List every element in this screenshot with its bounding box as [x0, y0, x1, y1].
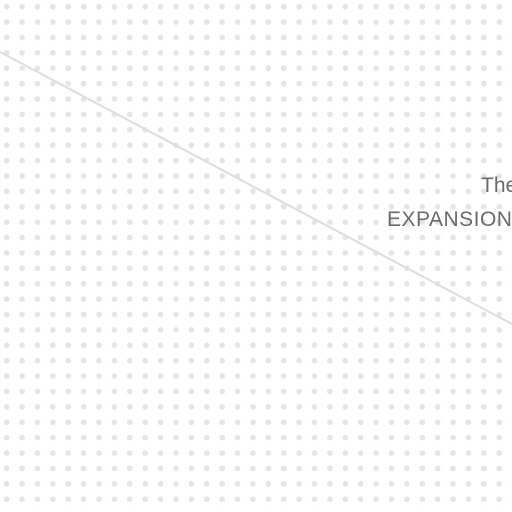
headline-top-text: The: [481, 174, 512, 197]
headline-main-text: EXPANSION: [387, 208, 512, 231]
